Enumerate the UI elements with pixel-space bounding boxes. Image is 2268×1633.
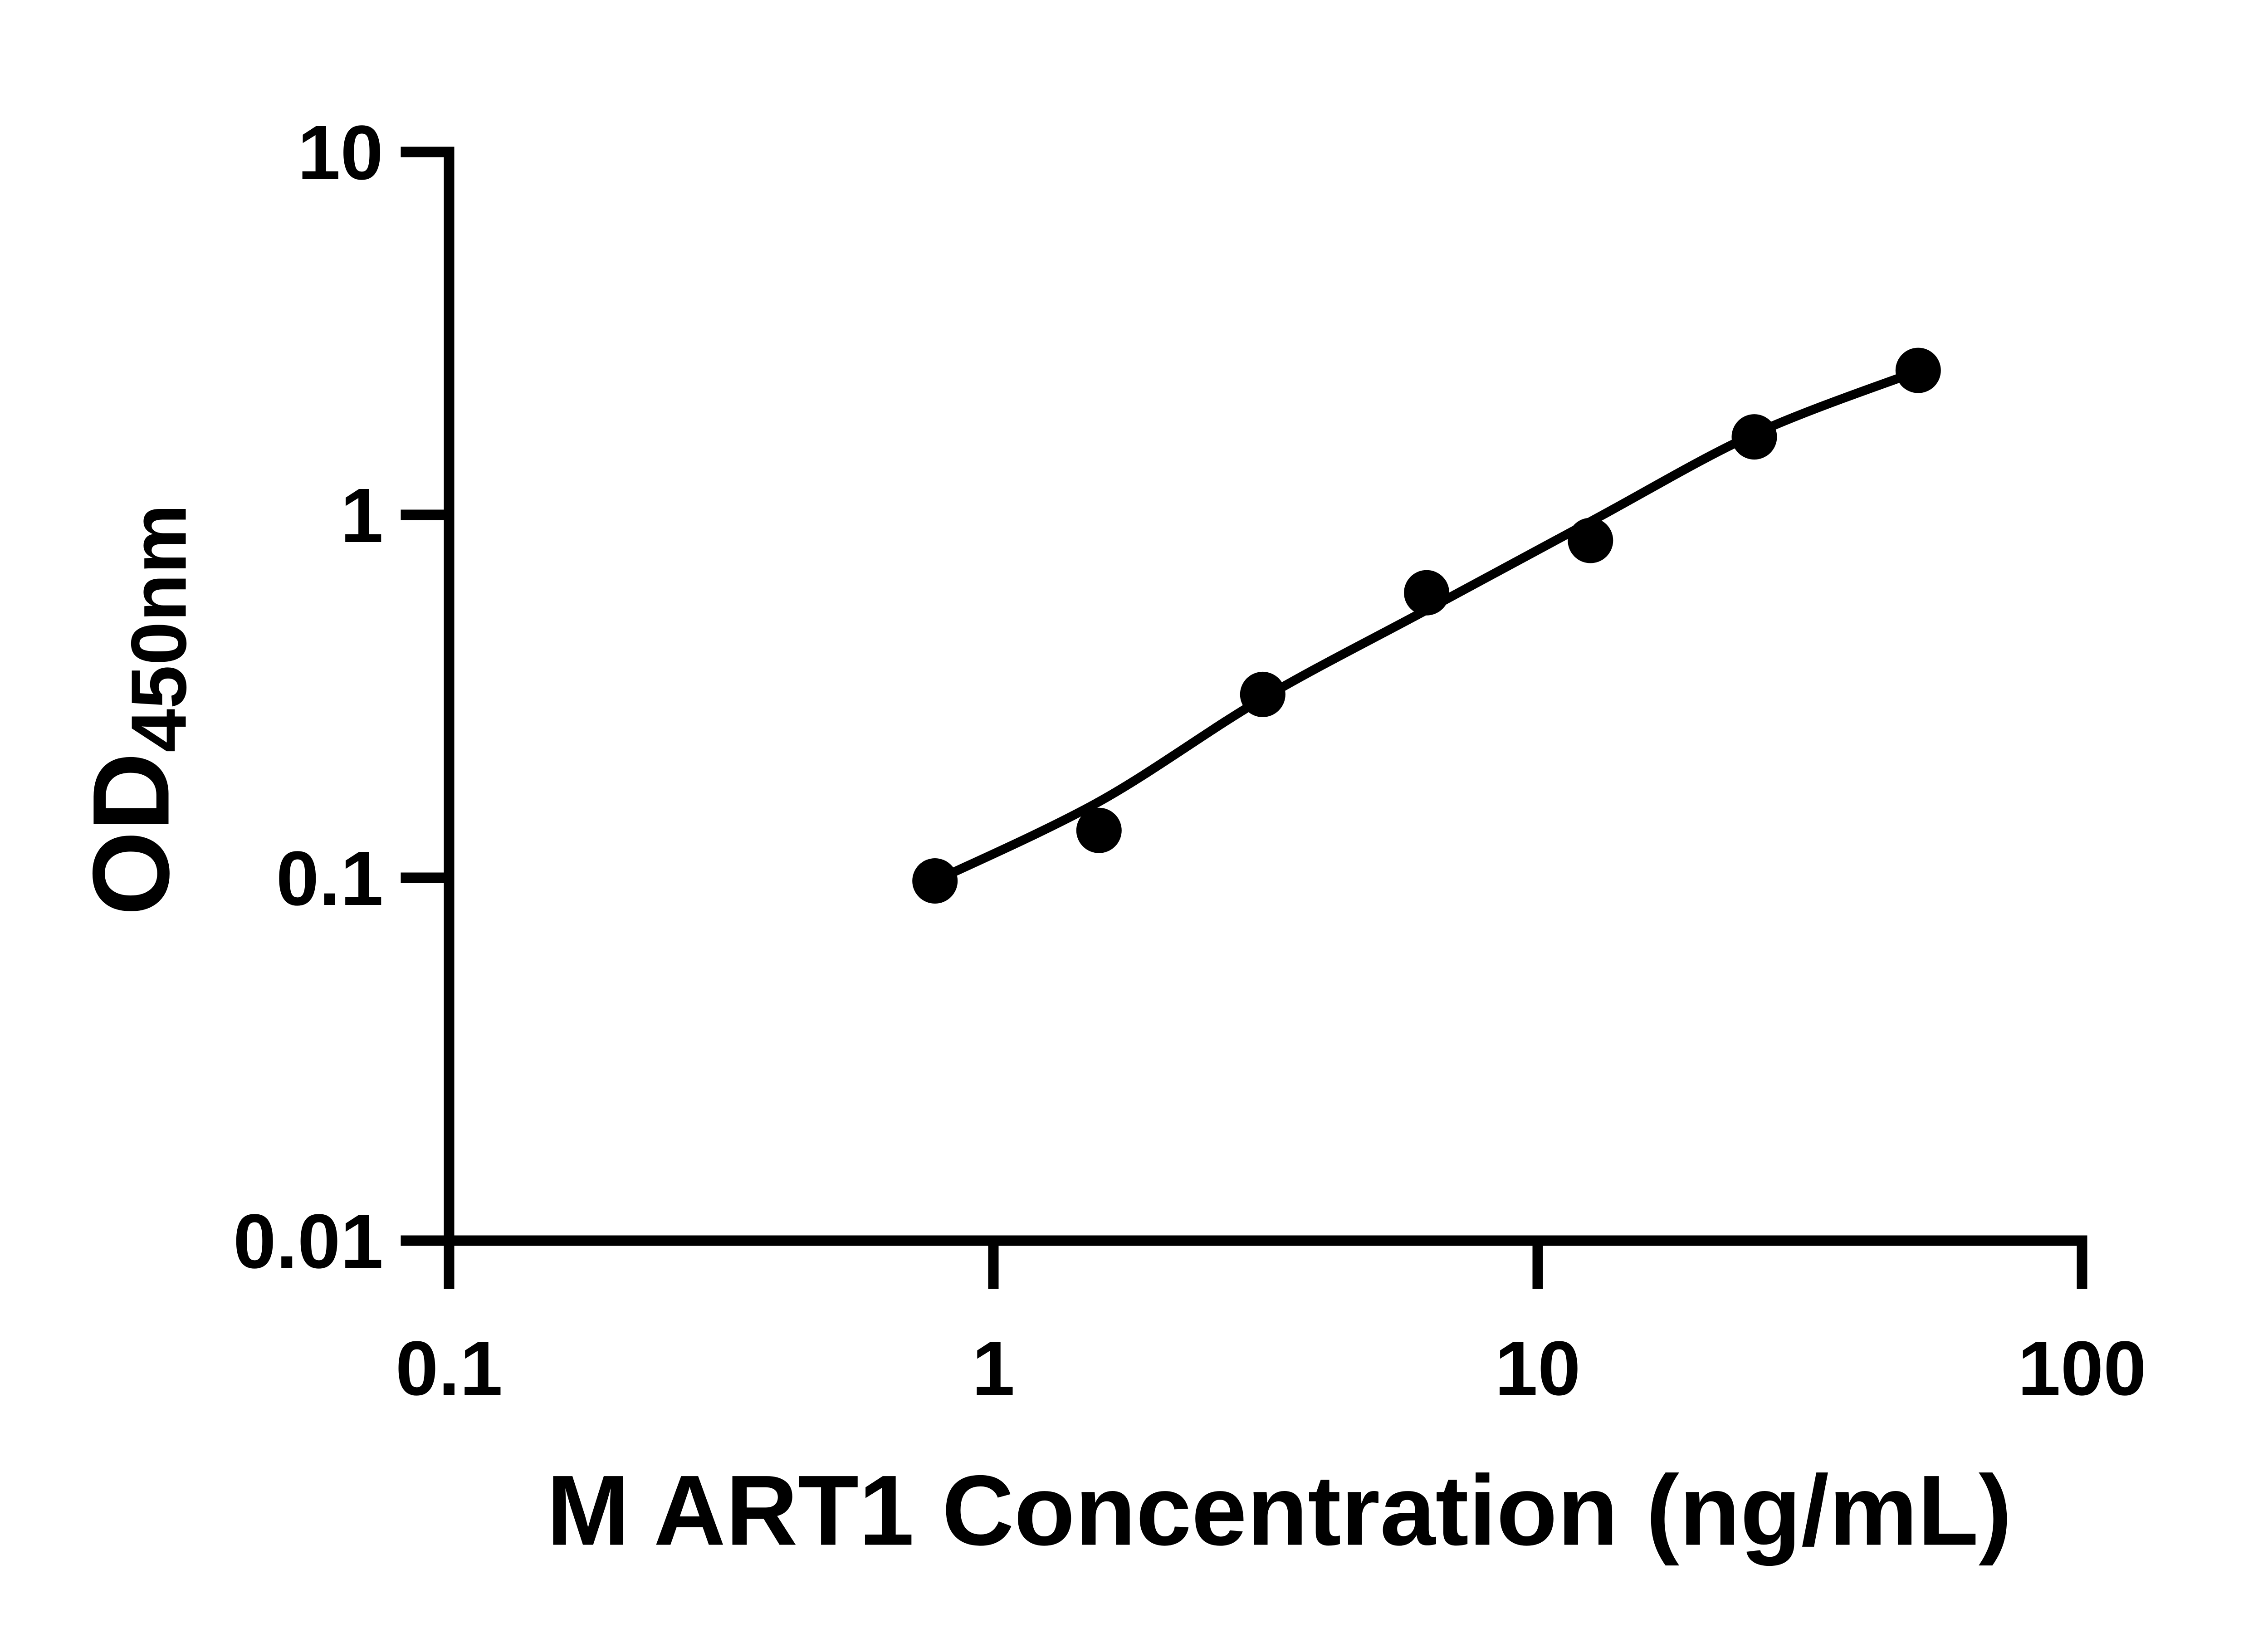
data-point xyxy=(1240,671,1286,717)
y-tick-label: 1 xyxy=(340,473,383,559)
data-point xyxy=(1404,570,1450,616)
data-point xyxy=(1895,347,1941,393)
x-tick-label: 0.1 xyxy=(396,1325,503,1412)
y-axis-title-subscript: 450nm xyxy=(115,504,203,753)
y-axis-title: OD450nm xyxy=(68,504,204,916)
axes xyxy=(444,147,2087,1246)
x-tick-label: 100 xyxy=(2018,1325,2146,1412)
y-tick-label: 10 xyxy=(298,110,383,196)
y-tick-label: 0.01 xyxy=(233,1198,383,1285)
axis-ticks xyxy=(401,147,2087,1289)
x-tick-label: 1 xyxy=(972,1325,1015,1412)
data-point xyxy=(912,858,958,904)
x-tick-label: 10 xyxy=(1495,1325,1580,1412)
data-point xyxy=(1731,414,1777,460)
data-point xyxy=(1076,807,1122,853)
data-points xyxy=(912,347,1941,904)
y-tick-label: 0.1 xyxy=(276,836,383,922)
y-axis-title-main: OD xyxy=(70,752,192,916)
x-axis-title: M ART1 Concentration (ng/mL) xyxy=(546,1454,2012,1566)
data-point xyxy=(1568,518,1613,563)
